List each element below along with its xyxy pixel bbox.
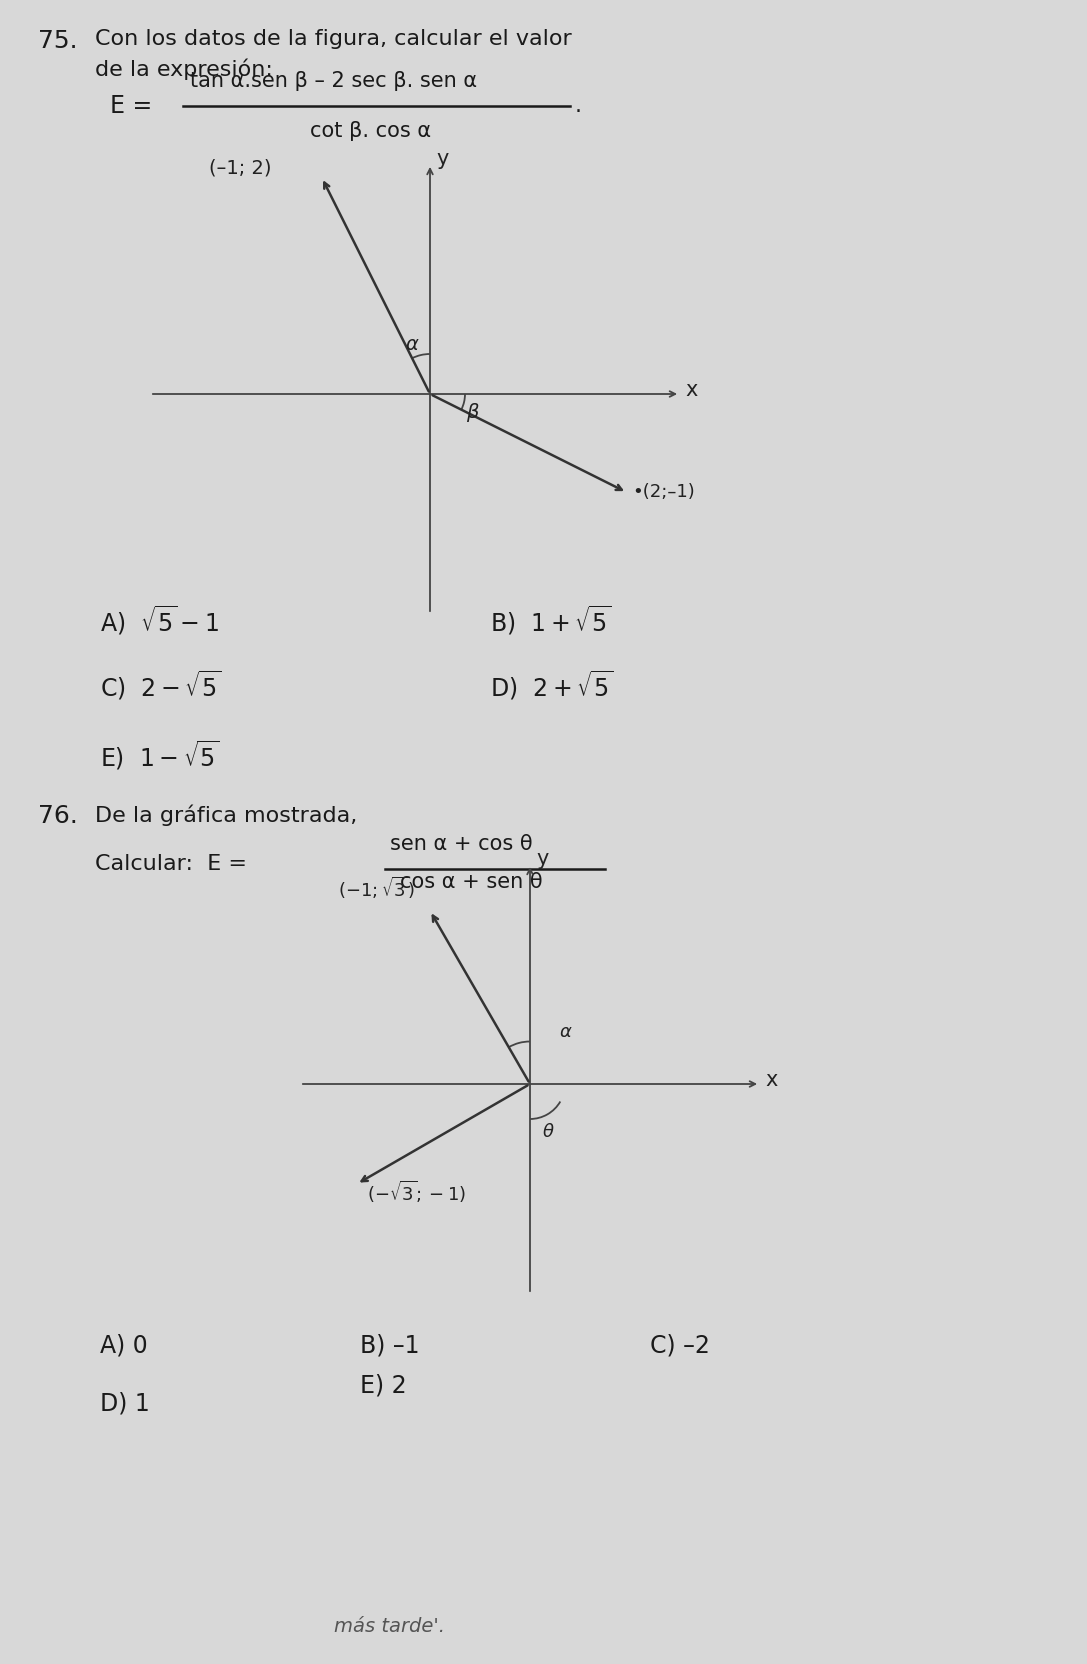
Text: A) 0: A) 0 (100, 1335, 148, 1358)
Text: (–1; 2): (–1; 2) (210, 158, 272, 176)
Text: x: x (765, 1070, 777, 1090)
Text: B)  $1+\sqrt{5}$: B) $1+\sqrt{5}$ (490, 604, 611, 637)
Text: y: y (436, 150, 448, 170)
Text: tan α.sen β – 2 sec β. sen α: tan α.sen β – 2 sec β. sen α (190, 72, 477, 92)
Text: θ: θ (542, 1123, 553, 1142)
Text: B) –1: B) –1 (360, 1335, 420, 1358)
Text: α: α (405, 334, 418, 353)
Text: E =: E = (110, 93, 152, 118)
Text: D)  $2+\sqrt{5}$: D) $2+\sqrt{5}$ (490, 669, 613, 702)
Text: C)  $2-\sqrt{5}$: C) $2-\sqrt{5}$ (100, 669, 222, 702)
Text: de la expresión:: de la expresión: (95, 58, 273, 80)
Text: .: . (575, 97, 582, 116)
Text: E)  $1-\sqrt{5}$: E) $1-\sqrt{5}$ (100, 739, 220, 772)
Text: Calcular:  E =: Calcular: E = (95, 854, 247, 874)
Text: x: x (685, 379, 698, 399)
Text: 76.: 76. (38, 804, 78, 829)
Text: A)  $\sqrt{5}-1$: A) $\sqrt{5}-1$ (100, 604, 218, 637)
Text: $(-\sqrt{3};-1)$: $(-\sqrt{3};-1)$ (366, 1180, 466, 1205)
Text: •(2;–1): •(2;–1) (632, 483, 695, 501)
Text: De la gráfica mostrada,: De la gráfica mostrada, (95, 804, 358, 825)
Text: más tarde'.: más tarde'. (335, 1617, 446, 1636)
Text: D) 1: D) 1 (100, 1393, 150, 1416)
Text: β: β (465, 403, 478, 421)
Text: $(-1;\sqrt{3})$: $(-1;\sqrt{3})$ (338, 875, 415, 900)
Text: α: α (559, 1023, 571, 1042)
Text: sen α + cos θ: sen α + cos θ (390, 834, 533, 854)
Text: 75.: 75. (38, 28, 77, 53)
Text: cot β. cos α: cot β. cos α (310, 121, 432, 141)
Text: cos α + sen θ: cos α + sen θ (400, 872, 542, 892)
Text: C) –2: C) –2 (650, 1335, 710, 1358)
Text: E) 2: E) 2 (360, 1374, 407, 1398)
Text: Con los datos de la figura, calcular el valor: Con los datos de la figura, calcular el … (95, 28, 572, 48)
Text: y: y (536, 849, 548, 869)
